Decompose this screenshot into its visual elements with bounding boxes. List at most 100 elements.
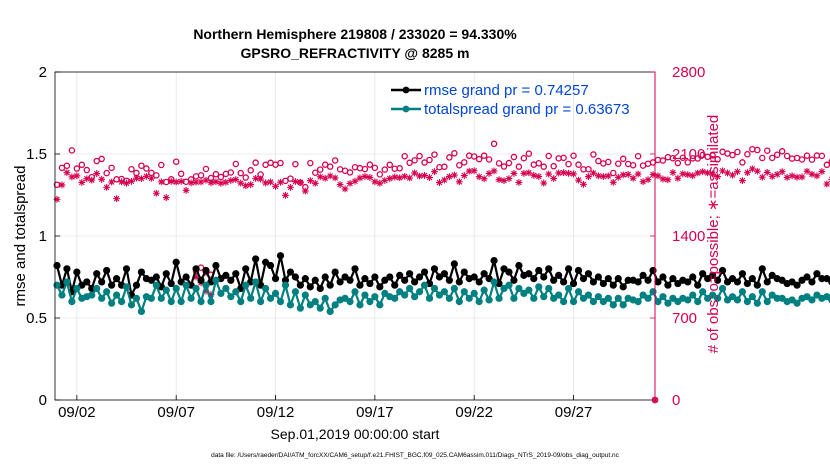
y-right-tick-label: 2100 xyxy=(672,146,705,163)
data-point xyxy=(406,284,414,293)
data-point xyxy=(306,283,314,291)
data-point xyxy=(242,281,250,289)
possible-marker xyxy=(684,159,692,166)
data-point xyxy=(127,301,136,309)
data-point xyxy=(555,271,563,279)
assimilated-marker xyxy=(202,287,210,295)
data-point xyxy=(470,289,478,297)
assimilated-marker xyxy=(609,178,617,186)
data-point xyxy=(401,276,409,284)
assimilated-marker xyxy=(530,171,538,179)
data-point xyxy=(242,265,250,273)
data-point xyxy=(609,281,617,289)
possible-marker xyxy=(694,155,701,162)
assimilated-marker xyxy=(306,177,314,184)
data-point xyxy=(336,278,344,286)
y-right-tick-label: 1400 xyxy=(672,228,705,245)
assimilated-marker xyxy=(545,170,553,178)
data-point xyxy=(560,297,568,306)
possible-marker xyxy=(446,154,453,161)
data-point xyxy=(713,294,722,302)
assimilated-marker xyxy=(460,172,468,179)
possible-marker xyxy=(605,158,612,166)
assimilated-marker xyxy=(98,175,106,183)
data-point xyxy=(356,281,364,289)
y-left-tick-label: 0 xyxy=(39,392,47,409)
data-point xyxy=(738,288,747,296)
data-point xyxy=(386,273,394,281)
data-point xyxy=(778,276,786,284)
data-point xyxy=(614,294,622,302)
data-point xyxy=(495,294,503,302)
assimilated-marker xyxy=(590,169,597,177)
data-point xyxy=(723,278,732,286)
possible-marker xyxy=(138,162,145,169)
assimilated-marker xyxy=(644,176,652,184)
possible-marker xyxy=(744,150,751,158)
assimilated-marker xyxy=(58,181,66,189)
data-point xyxy=(321,294,329,302)
legend-marker xyxy=(402,105,410,113)
data-point xyxy=(271,275,280,283)
legend: rmse grand pr = 0.74257 totalspread grand… xyxy=(391,82,630,118)
data-point xyxy=(212,261,220,270)
data-point xyxy=(788,278,796,286)
assimilated-marker xyxy=(818,168,826,175)
data-point xyxy=(674,297,682,306)
data-point xyxy=(396,271,404,279)
possible-marker xyxy=(585,165,592,173)
data-point xyxy=(545,284,553,293)
data-point xyxy=(654,278,662,286)
data-point xyxy=(132,294,141,302)
assimilated-marker xyxy=(296,178,304,186)
possible-marker xyxy=(490,140,498,148)
data-point xyxy=(98,278,106,286)
data-point xyxy=(788,296,796,304)
assimilated-marker xyxy=(550,175,558,182)
assimilated-marker xyxy=(624,170,632,178)
assimilated-marker xyxy=(118,178,125,186)
possible-marker xyxy=(128,165,135,173)
data-point xyxy=(232,270,240,278)
data-point xyxy=(510,294,518,302)
data-point xyxy=(376,301,384,309)
assimilated-marker xyxy=(570,170,577,178)
possible-marker xyxy=(783,152,791,160)
possible-marker xyxy=(679,154,687,161)
data-point xyxy=(694,281,702,289)
assimilated-marker xyxy=(78,179,86,186)
possible-marker xyxy=(773,151,781,158)
data-point xyxy=(639,291,647,299)
assimilated-marker xyxy=(614,173,622,181)
assimilated-marker xyxy=(366,174,374,181)
possible-marker xyxy=(172,158,180,165)
assimilated-marker xyxy=(336,181,344,188)
possible-marker xyxy=(461,159,468,166)
data-point xyxy=(341,273,349,281)
y-right-tick-label: 700 xyxy=(672,310,697,327)
data-point xyxy=(276,297,285,306)
assimilated-marker xyxy=(450,171,458,179)
data-point xyxy=(306,301,314,309)
assimilated-marker xyxy=(500,177,508,184)
data-point xyxy=(207,297,215,306)
data-point xyxy=(68,297,76,306)
data-point xyxy=(619,301,627,309)
assimilated-marker xyxy=(426,174,433,181)
data-point xyxy=(361,275,369,283)
data-point xyxy=(813,270,821,278)
data-point xyxy=(778,294,786,302)
assimilated-marker xyxy=(232,176,240,183)
data-point xyxy=(112,291,121,299)
data-point xyxy=(599,297,607,306)
assimilated-marker xyxy=(321,174,329,182)
y-right-tick-label: 0 xyxy=(672,392,680,409)
assimilated-marker xyxy=(222,178,230,186)
data-point xyxy=(440,270,449,278)
assimilated-marker xyxy=(262,179,269,187)
assimilated-marker xyxy=(525,169,533,177)
data-point xyxy=(411,293,419,301)
possible-marker xyxy=(749,145,756,153)
possible-marker xyxy=(143,165,150,172)
